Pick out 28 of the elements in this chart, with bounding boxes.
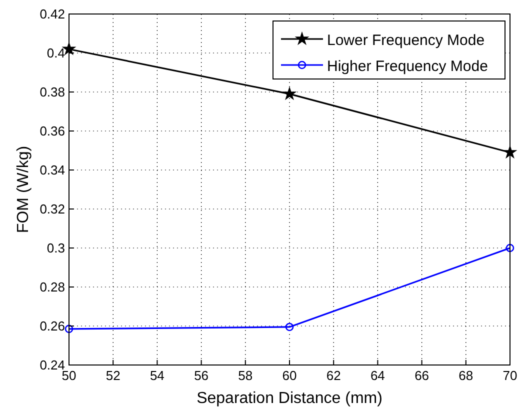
x-tick-label: 70	[502, 368, 518, 383]
point	[285, 322, 294, 332]
y-tick-label: 0.3	[46, 240, 65, 256]
y-tick-label: 0.32	[40, 202, 65, 216]
x-tick-label: 66	[414, 368, 430, 383]
y-tick-label: 0.28	[40, 280, 65, 294]
y-axis-title: FOM (W/kg)	[15, 146, 32, 234]
x-tick-label: 64	[370, 368, 385, 383]
point	[64, 324, 74, 334]
x-tick-label: 54	[150, 368, 164, 383]
y-tick-label: 0.34	[40, 162, 65, 178]
legend-label: Higher Frequency Mode	[327, 58, 488, 75]
y-tick-label: 0.42	[40, 6, 65, 22]
x-tick-label: 58	[238, 368, 253, 383]
y-tick-label: 0.4	[46, 46, 65, 60]
y-tick-label: 0.36	[40, 124, 65, 138]
x-axis-title: Separation Distance (mm)	[196, 390, 382, 407]
point	[506, 244, 514, 252]
y-tick-label: 0.26	[40, 318, 65, 334]
x-tick-label: 62	[326, 368, 341, 383]
x-tick-label: 68	[458, 368, 474, 383]
x-tick-label: 56	[194, 368, 209, 383]
legend-label: Lower Frequency Mode	[327, 32, 485, 49]
point	[283, 87, 296, 100]
y-tick-label: 0.38	[40, 84, 65, 100]
x-tick-label: 52	[106, 368, 120, 383]
point	[504, 146, 516, 158]
x-tick-label: 60	[282, 368, 297, 383]
